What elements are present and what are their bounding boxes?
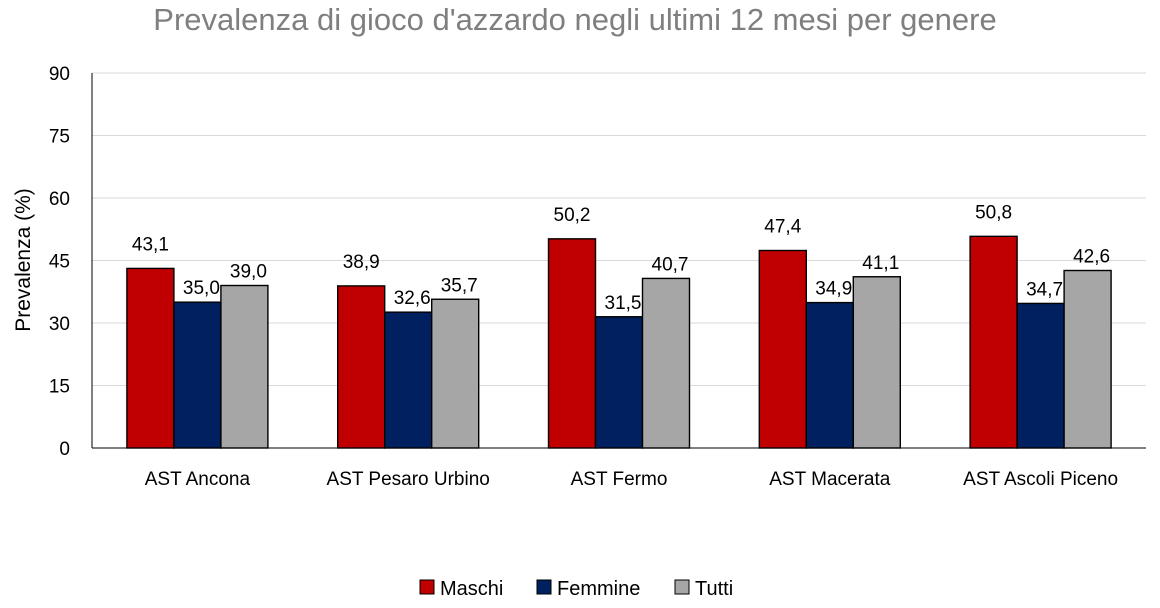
legend: Maschi Femmine Tutti [419,578,733,600]
x-category-label: AST Macerata [769,469,891,490]
bar-femmine [384,311,433,449]
data-label: 35,7 [441,275,478,296]
bar-tutti [431,298,480,449]
x-category-label: AST Ascoli Piceno [963,469,1118,490]
bar-femmine [805,301,854,449]
chart-title: Prevalenza di gioco d'azzardo negli ulti… [153,2,996,37]
y-tick-label: 45 [49,252,70,273]
data-label: 50,2 [554,205,591,226]
bar-femmine [173,301,222,449]
legend-label: Femmine [557,578,640,600]
data-label: 31,5 [605,293,642,314]
axes [91,73,1146,449]
bars [126,235,1112,449]
bar-femmine [1016,302,1065,449]
y-tick-label: 75 [49,127,70,148]
bar-tutti [852,276,901,449]
y-tick-label: 30 [49,314,70,335]
x-category-label: AST Fermo [571,469,668,490]
y-tick-label: 60 [49,189,70,210]
legend-swatch-tutti [674,579,690,595]
bar-maschi [337,285,386,449]
y-axis-ticks: 0 15 30 45 60 75 90 [49,64,70,460]
y-axis-label: Prevalenza (%) [12,188,35,332]
data-label: 39,0 [230,262,267,283]
bar-maschi [758,249,807,449]
data-labels: 43,1 35,0 39,0 38,9 32,6 35,7 50,2 31,5 40,7 47,4… [132,202,1110,313]
data-label: 32,6 [394,288,431,309]
bar-maschi [126,267,175,449]
bar-tutti [1063,269,1112,449]
data-label: 34,9 [815,279,852,300]
x-axis-categories: AST Ancona AST Pesaro Urbino AST Fermo AST … [145,469,1118,490]
data-label: 50,8 [975,202,1012,223]
bar-femmine [594,316,644,449]
legend-label: Tutti [695,578,733,600]
x-category-label: AST Pesaro Urbino [327,469,490,490]
y-tick-label: 0 [59,439,70,460]
legend-swatch-femmine [536,579,552,595]
data-label: 35,0 [183,278,220,299]
data-label: 41,1 [862,253,899,274]
data-label: 34,7 [1026,279,1063,300]
bar-maschi [547,238,597,449]
data-label: 43,1 [132,234,169,255]
y-tick-label: 90 [49,64,70,85]
bar-tutti [220,284,269,449]
legend-swatch-maschi [419,579,435,595]
data-label: 42,6 [1073,247,1110,268]
data-label: 47,4 [764,217,801,238]
bar-maschi [969,235,1018,449]
data-label: 38,9 [343,252,380,273]
data-label: 40,7 [652,254,689,275]
x-category-label: AST Ancona [145,469,251,490]
bar-tutti [641,277,691,449]
legend-label: Maschi [440,578,503,600]
y-tick-label: 15 [49,377,70,398]
